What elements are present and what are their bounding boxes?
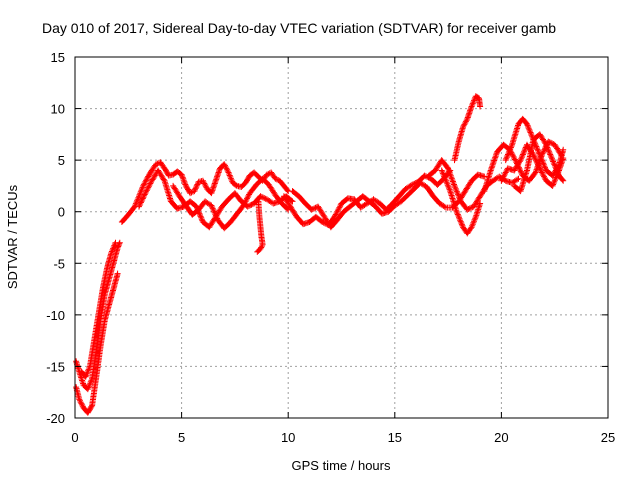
gridlines (75, 57, 608, 418)
x-tick-label: 25 (601, 430, 615, 445)
data-track (73, 270, 121, 416)
data-track (170, 175, 292, 232)
y-axis-label: SDTVAR / TECUs (5, 184, 20, 289)
x-tick-label: 5 (178, 430, 185, 445)
data-points (511, 131, 567, 195)
chart-title: Day 010 of 2017, Sidereal Day-to-day VTE… (42, 20, 556, 36)
x-tick-label: 0 (71, 430, 78, 445)
data-points (280, 167, 454, 229)
x-tick-label: 20 (494, 430, 508, 445)
data-points (118, 159, 292, 225)
data-points (425, 157, 522, 213)
data-track (78, 239, 119, 380)
data-track (451, 93, 484, 164)
data-points (451, 93, 484, 164)
y-tick-label: -10 (46, 308, 65, 323)
data-track (73, 239, 123, 393)
axis-ticks: 0 5 10 15 20 25 -20 -15 -10 -5 0 5 10 15 (46, 50, 615, 445)
x-tick-label: 10 (281, 430, 295, 445)
data-track (289, 171, 488, 231)
data-track (425, 157, 522, 213)
y-tick-label: 10 (51, 102, 65, 117)
x-tick-label: 15 (388, 430, 402, 445)
data-track (438, 167, 484, 237)
x-axis-label: GPS time / hours (292, 458, 391, 473)
data-points (73, 239, 123, 393)
data-points (78, 239, 119, 380)
data-track (118, 159, 292, 225)
y-tick-label: -5 (53, 256, 65, 271)
y-tick-label: -20 (46, 411, 65, 426)
data-points (170, 175, 292, 232)
data-points (254, 198, 266, 255)
data-points (289, 171, 488, 231)
data-track (511, 131, 567, 195)
plot-frame (74, 56, 609, 419)
data-layer (73, 93, 567, 416)
y-tick-label: 0 (58, 205, 65, 220)
data-points (438, 167, 484, 237)
data-track (254, 198, 266, 255)
data-track (280, 167, 454, 229)
data-points (73, 270, 121, 416)
y-tick-label: 15 (51, 50, 65, 65)
y-tick-label: 5 (58, 153, 65, 168)
y-tick-label: -15 (46, 359, 65, 374)
